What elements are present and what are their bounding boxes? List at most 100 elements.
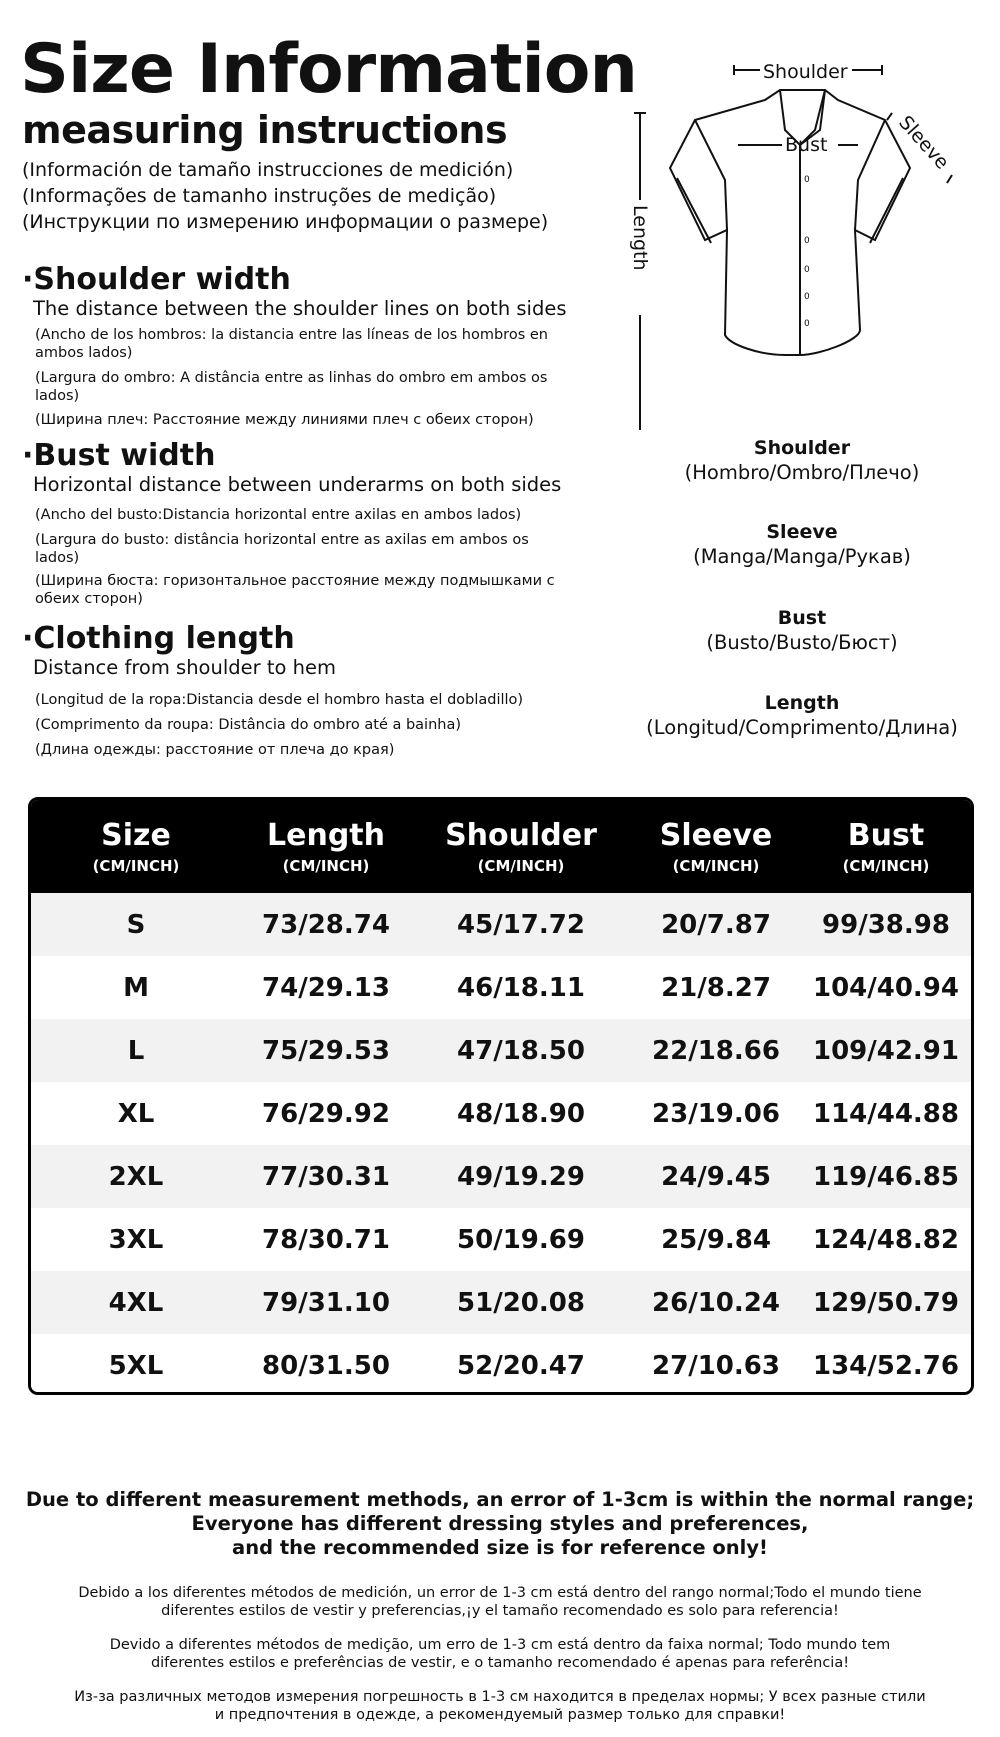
footer-line: Из-за различных методов измерения погреш… <box>74 1689 926 1705</box>
footer-note-es: Debido a los diferentes métodos de medic… <box>0 1584 1000 1620</box>
size-cell: L <box>127 1035 145 1066</box>
value-cell: 129/50.79 <box>812 1287 959 1318</box>
svg-text:0: 0 <box>804 319 810 329</box>
size-cell: 5XL <box>108 1350 164 1381</box>
value-cell: 23/19.06 <box>652 1098 780 1129</box>
section-desc: The distance between the shoulder lines … <box>33 297 567 320</box>
diagram-sleeve-label: Sleeve <box>894 112 953 174</box>
section-note: (Ancho del busto:Distancia horizontal en… <box>35 507 522 523</box>
size-cell: XL <box>117 1098 155 1129</box>
column-header: Size (CM/INCH) <box>31 818 241 875</box>
column-title: Shoulder <box>445 818 597 853</box>
value-cell: 20/7.87 <box>661 909 771 940</box>
size-cell: M <box>123 972 149 1003</box>
footer-note-ru: Из-за различных методов измерения погреш… <box>0 1688 1000 1724</box>
column-header: Bust (CM/INCH) <box>801 818 971 875</box>
table-row: 2XL 77/30.31 49/19.29 24/9.45 119/46.85 <box>31 1145 971 1208</box>
column-unit: (CM/INCH) <box>672 857 760 875</box>
column-header: Length (CM/INCH) <box>241 818 411 875</box>
value-cell: 80/31.50 <box>262 1350 390 1381</box>
section-note: (Ширина плеч: Расстояние между линиями п… <box>35 412 534 428</box>
footer-line: diferentes estilos e preferências de ves… <box>150 1655 850 1671</box>
diagram-bust-label: Bust <box>785 134 827 156</box>
section-note: (Comprimento da roupa: Distância do ombr… <box>35 717 462 733</box>
value-cell: 49/19.29 <box>457 1161 585 1192</box>
section-desc: Distance from shoulder to hem <box>33 656 336 679</box>
value-cell: 22/18.66 <box>652 1035 780 1066</box>
shirt-diagram: 0 0 0 0 0 Shoulder Bust Sleeve Length <box>629 61 953 430</box>
section-desc: Horizontal distance between underarms on… <box>33 473 562 496</box>
footer-line: Everyone has different dressing styles a… <box>191 1512 809 1535</box>
diagram-shoulder-label: Shoulder <box>763 61 848 83</box>
legend-trans: (Longitud/Comprimento/Длина) <box>646 716 958 739</box>
legend-length: Length (Longitud/Comprimento/Длина) <box>612 692 992 739</box>
table-header: Size (CM/INCH) Length (CM/INCH) Shoulder (CM/… <box>31 800 971 893</box>
value-cell: 124/48.82 <box>812 1224 959 1255</box>
page-title: Size Information <box>20 30 638 109</box>
translation-line: (Información de tamaño instrucciones de … <box>22 159 514 181</box>
value-cell: 52/20.47 <box>457 1350 585 1381</box>
size-cell: 3XL <box>108 1224 164 1255</box>
legend-name: Length <box>764 692 840 714</box>
page-subtitle: measuring instructions <box>22 108 508 152</box>
column-unit: (CM/INCH) <box>842 857 930 875</box>
value-cell: 21/8.27 <box>661 972 771 1003</box>
table-row: 3XL 78/30.71 50/19.69 25/9.84 124/48.82 <box>31 1208 971 1271</box>
legend-name: Bust <box>777 607 827 629</box>
svg-text:0: 0 <box>804 236 810 246</box>
value-cell: 24/9.45 <box>661 1161 771 1192</box>
legend-trans: (Busto/Busto/Бюст) <box>706 631 898 654</box>
footer-line: Devido a diferentes métodos de medição, … <box>109 1637 891 1653</box>
value-cell: 134/52.76 <box>812 1350 959 1381</box>
value-cell: 51/20.08 <box>457 1287 585 1318</box>
value-cell: 104/40.94 <box>812 972 959 1003</box>
legend-trans: (Manga/Manga/Рукав) <box>693 545 911 568</box>
section-heading: ·Shoulder width <box>22 262 291 297</box>
translation-line: (Инструкции по измерению информации о ра… <box>22 211 549 233</box>
legend-trans: (Hombro/Ombro/Плечо) <box>684 461 920 484</box>
footer-notice: Due to different measurement methods, an… <box>0 1488 1000 1560</box>
footer-line: и предпочтения в одежде, а рекомендуемый… <box>214 1707 786 1723</box>
footer-line: Due to different measurement methods, an… <box>25 1488 975 1511</box>
footer-line: and the recommended size is for referenc… <box>232 1536 768 1559</box>
size-cell: 4XL <box>108 1287 164 1318</box>
table-row: 4XL 79/31.10 51/20.08 26/10.24 129/50.79 <box>31 1271 971 1334</box>
table-row: L 75/29.53 47/18.50 22/18.66 109/42.91 <box>31 1019 971 1082</box>
section-note: (Длина одежды: расстояние от плеча до кр… <box>35 742 395 758</box>
value-cell: 27/10.63 <box>652 1350 780 1381</box>
value-cell: 77/30.31 <box>262 1161 390 1192</box>
legend-sleeve: Sleeve (Manga/Manga/Рукав) <box>612 521 992 568</box>
svg-text:0: 0 <box>804 175 810 185</box>
footer-line: diferentes estilos de vestir y preferenc… <box>161 1603 839 1619</box>
svg-text:0: 0 <box>804 265 810 275</box>
column-header: Shoulder (CM/INCH) <box>411 818 631 875</box>
value-cell: 78/30.71 <box>262 1224 390 1255</box>
table-row: 5XL 80/31.50 52/20.47 27/10.63 134/52.76 <box>31 1334 971 1392</box>
footer-line: Debido a los diferentes métodos de medic… <box>78 1585 922 1601</box>
table-row: XL 76/29.92 48/18.90 23/19.06 114/44.88 <box>31 1082 971 1145</box>
value-cell: 26/10.24 <box>652 1287 780 1318</box>
column-title: Bust <box>847 818 925 853</box>
legend-name: Shoulder <box>753 437 851 459</box>
value-cell: 114/44.88 <box>812 1098 959 1129</box>
column-unit: (CM/INCH) <box>282 857 370 875</box>
value-cell: 50/19.69 <box>457 1224 585 1255</box>
section-note: (Largura do busto: distância horizontal … <box>35 532 529 566</box>
value-cell: 99/38.98 <box>822 909 950 940</box>
section-note: (Ширина бюста: горизонтальное расстояние… <box>35 573 555 607</box>
column-header: Sleeve (CM/INCH) <box>631 818 801 875</box>
value-cell: 119/46.85 <box>812 1161 959 1192</box>
value-cell: 74/29.13 <box>262 972 390 1003</box>
legend-shoulder: Shoulder (Hombro/Ombro/Плечо) <box>612 437 992 484</box>
legend-bust: Bust (Busto/Busto/Бюст) <box>612 607 992 654</box>
column-unit: (CM/INCH) <box>477 857 565 875</box>
table-row: M 74/29.13 46/18.11 21/8.27 104/40.94 <box>31 956 971 1019</box>
section-note: (Ancho de los hombros: la distancia entr… <box>35 327 548 361</box>
value-cell: 73/28.74 <box>262 909 390 940</box>
column-title: Sleeve <box>659 818 773 853</box>
shirt-outline-icon <box>668 89 912 356</box>
value-cell: 45/17.72 <box>457 909 585 940</box>
section-note: (Largura do ombro: A distância entre as … <box>35 370 548 404</box>
column-title: Size <box>101 818 171 853</box>
size-table: Size (CM/INCH) Length (CM/INCH) Shoulder (CM/… <box>28 797 974 1395</box>
